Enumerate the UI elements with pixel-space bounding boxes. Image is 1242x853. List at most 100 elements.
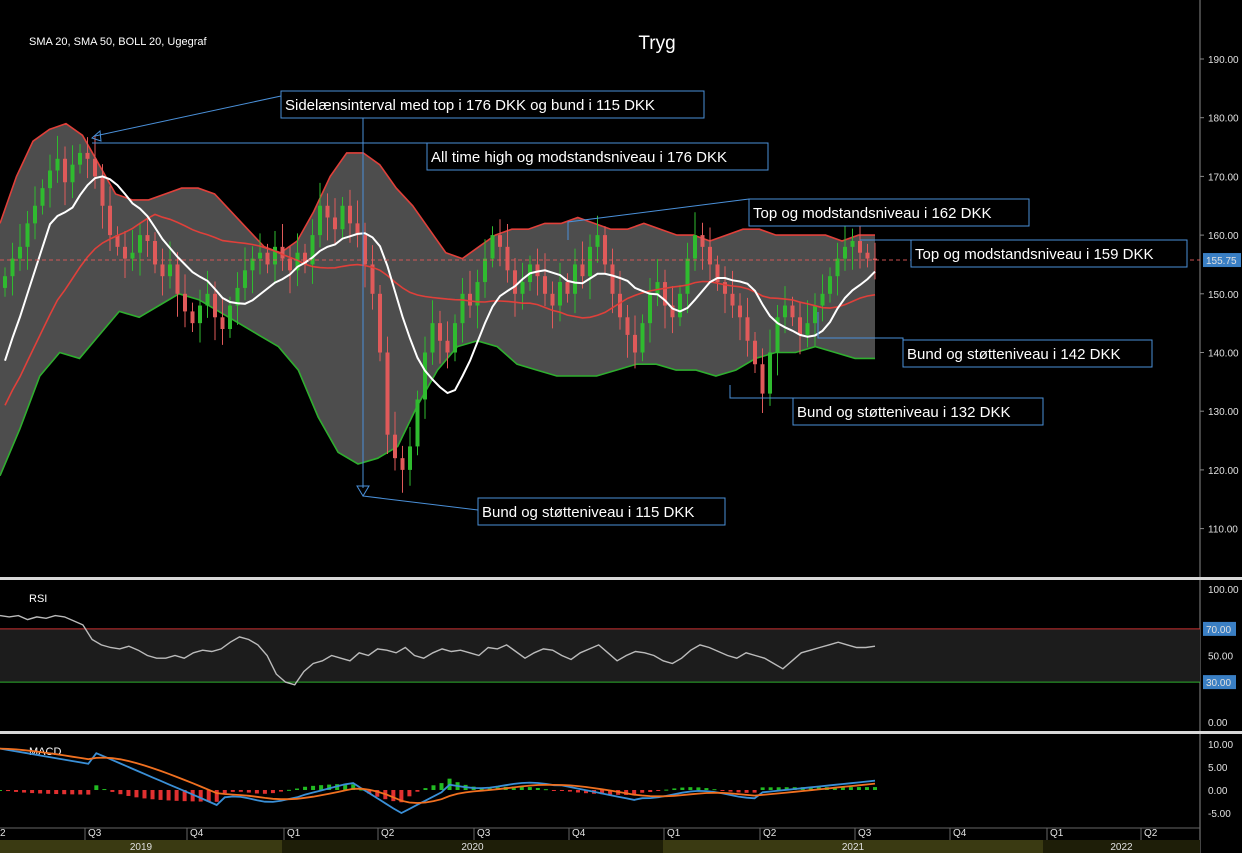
rsi-tick-label: 100.00 — [1208, 585, 1239, 596]
macd-histogram-bar — [230, 790, 235, 792]
price-tick-label: 140.00 — [1208, 349, 1239, 360]
annotation-arrowhead — [356, 485, 370, 497]
last-price-badge — [1203, 253, 1241, 268]
candle-body — [783, 305, 787, 318]
indicator-label: SMA 20, SMA 50, BOLL 20, Ugegraf — [29, 36, 207, 48]
candle-body — [603, 235, 607, 265]
macd-histogram-bar — [174, 790, 179, 801]
bollinger-upper — [0, 122, 875, 260]
candle-body — [625, 317, 630, 335]
macd-histogram-bar — [840, 787, 845, 790]
x-tick-label: Q3 — [858, 828, 872, 839]
rsi-label: RSI — [29, 593, 47, 605]
candle-body — [280, 246, 285, 259]
candle-body — [558, 282, 562, 306]
candle-body — [595, 235, 600, 247]
macd-histogram-bar — [134, 790, 139, 798]
macd-histogram-bar — [672, 788, 677, 790]
bollinger-fill — [0, 123, 875, 476]
candle-body — [265, 252, 270, 265]
macd-histogram-bar — [527, 787, 532, 790]
macd-histogram-bar — [14, 790, 19, 792]
macd-histogram-bar — [246, 790, 251, 793]
candle-body — [213, 293, 217, 318]
macd-histogram-bar — [54, 790, 59, 795]
macd-histogram-bar — [126, 790, 131, 796]
candle-body — [745, 317, 750, 341]
candle-body — [333, 217, 337, 230]
pane-separator — [0, 577, 1242, 580]
candle-body — [138, 235, 142, 253]
macd-histogram-bar — [62, 790, 67, 795]
candle-body — [100, 176, 105, 206]
candle-body — [220, 317, 225, 330]
macd-histogram-bar — [351, 784, 356, 790]
macd-histogram-bar — [343, 783, 348, 790]
candle-body — [678, 293, 682, 318]
macd-histogram-bar — [688, 787, 693, 790]
macd-histogram-bar — [776, 787, 781, 790]
year-label: 2021 — [842, 842, 865, 853]
macd-histogram-bar — [752, 790, 757, 793]
annotation-text: Top og modstandsniveau i 162 DKK — [753, 205, 991, 222]
macd-histogram-bar — [391, 790, 396, 802]
macd-histogram-bar — [712, 789, 717, 791]
macd-histogram-bar — [873, 787, 877, 790]
candle-body — [10, 258, 15, 277]
year-label: 2022 — [1110, 842, 1133, 853]
candle-body — [858, 240, 862, 253]
macd-histogram-bar — [94, 785, 99, 790]
candle-body — [475, 282, 480, 306]
candle-body — [325, 205, 330, 218]
x-tick-label: Q2 — [381, 828, 395, 839]
year-band — [282, 840, 663, 853]
macd-histogram-bar — [86, 790, 91, 795]
macd-histogram-bar — [856, 787, 861, 790]
candle-body — [273, 246, 277, 265]
macd-histogram-bar — [238, 790, 243, 792]
macd-histogram-bar — [70, 790, 75, 795]
candle-body — [685, 258, 690, 294]
candle-body — [610, 264, 615, 294]
candle-body — [843, 246, 847, 259]
price-tick-label: 150.00 — [1208, 290, 1239, 301]
macd-tick-label: 0.00 — [1208, 786, 1228, 797]
candle-body — [168, 264, 172, 277]
candle-body — [798, 317, 802, 335]
candle-body — [303, 252, 307, 265]
candle-body — [655, 282, 660, 294]
macd-histogram-bar — [768, 787, 773, 790]
candle-body — [310, 235, 315, 265]
macd-histogram-bar — [848, 787, 853, 790]
candle-body — [550, 293, 555, 306]
candle-body — [250, 258, 255, 271]
candle-body — [295, 252, 300, 271]
macd-histogram-bar — [46, 790, 51, 794]
candle-body — [355, 223, 360, 236]
macd-histogram-bar — [375, 790, 380, 797]
price-tick-label: 110.00 — [1208, 525, 1238, 536]
macd-histogram-bar — [680, 787, 685, 790]
macd-histogram-bar — [78, 790, 83, 795]
macd-histogram-bar — [407, 790, 412, 797]
candle-body — [820, 293, 825, 306]
macd-histogram-bar — [110, 790, 115, 792]
macd-histogram-bar — [584, 790, 589, 794]
candle-body — [775, 317, 780, 353]
candle-body — [55, 158, 60, 171]
candle-body — [438, 323, 442, 341]
macd-histogram-bar — [399, 790, 404, 803]
macd-histogram-bar — [367, 790, 372, 794]
x-tick-label: Q4 — [572, 828, 586, 839]
candle-body — [805, 323, 810, 335]
macd-histogram-bar — [182, 790, 187, 802]
candle-body — [175, 264, 180, 294]
macd-histogram-bar — [736, 790, 741, 793]
candle-body — [400, 458, 405, 470]
macd-histogram-bar — [198, 790, 203, 802]
annotation-connector — [567, 198, 750, 240]
macd-histogram-bar — [254, 790, 259, 794]
macd-histogram-bar — [166, 790, 171, 801]
candle-body — [850, 240, 855, 247]
